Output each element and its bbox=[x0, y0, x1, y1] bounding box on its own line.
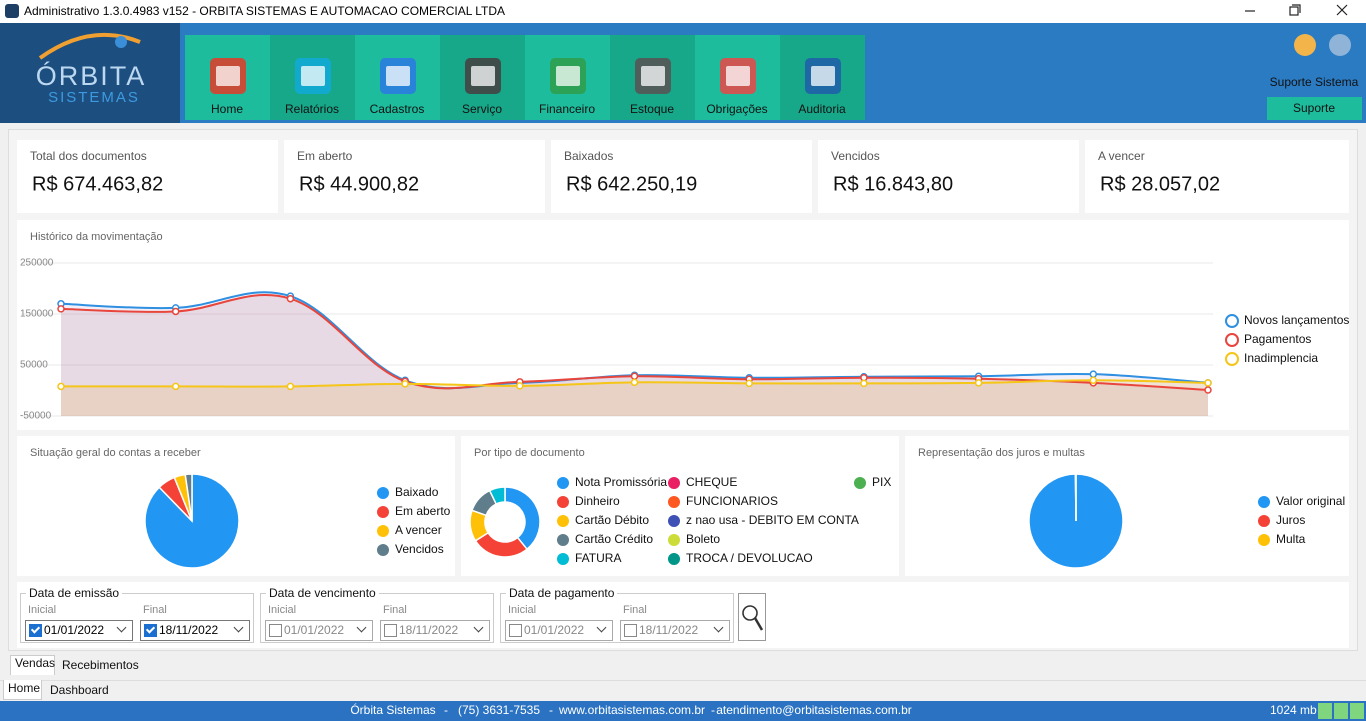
search-button[interactable] bbox=[738, 593, 766, 641]
date-label: Inicial bbox=[508, 604, 537, 616]
date-label: Inicial bbox=[268, 604, 297, 616]
support-button bbox=[1267, 97, 1362, 120]
logo-area bbox=[0, 23, 180, 123]
nav-tile[interactable] bbox=[780, 35, 865, 120]
bottom-tab[interactable] bbox=[3, 680, 42, 700]
checkbox[interactable] bbox=[509, 624, 522, 637]
chart-card bbox=[461, 436, 899, 576]
kpi-card bbox=[551, 140, 812, 213]
date-value: 18/11/2022 bbox=[399, 623, 459, 637]
checkbox[interactable] bbox=[144, 624, 157, 637]
date-combo[interactable] bbox=[620, 620, 730, 641]
kpi-card bbox=[818, 140, 1079, 213]
chart-card bbox=[17, 220, 1349, 430]
filter-title: Data de emissão bbox=[26, 586, 123, 600]
title-bar bbox=[0, 0, 1366, 23]
window-title: Administrativo 1.3.0.4983 v152 - ORBITA … bbox=[24, 4, 506, 18]
filter-group bbox=[20, 593, 254, 643]
date-value: 18/11/2022 bbox=[639, 623, 699, 637]
date-combo[interactable] bbox=[25, 620, 133, 641]
nav-tile[interactable] bbox=[440, 35, 525, 120]
kpi-card bbox=[17, 140, 278, 213]
chart-card bbox=[905, 436, 1349, 576]
date-combo[interactable] bbox=[265, 620, 373, 641]
filter-title: Data de vencimento bbox=[266, 586, 379, 600]
tab[interactable] bbox=[10, 655, 55, 675]
date-label: Final bbox=[383, 604, 407, 616]
date-value: 18/11/2022 bbox=[159, 623, 219, 637]
chart-card bbox=[17, 436, 455, 576]
date-combo[interactable] bbox=[505, 620, 613, 641]
bottom-tab-strip bbox=[0, 680, 1366, 701]
bottom-tab[interactable] bbox=[45, 682, 107, 702]
checkbox[interactable] bbox=[624, 624, 637, 637]
date-combo[interactable] bbox=[140, 620, 250, 641]
status-bar bbox=[0, 701, 1366, 721]
date-label: Final bbox=[143, 604, 167, 616]
checkbox[interactable] bbox=[269, 624, 282, 637]
nav-tile[interactable] bbox=[525, 35, 610, 120]
date-label: Final bbox=[623, 604, 647, 616]
nav-tile[interactable] bbox=[355, 35, 440, 120]
nav-tile[interactable] bbox=[610, 35, 695, 120]
date-value: 01/01/2022 bbox=[524, 623, 585, 637]
kpi-card bbox=[284, 140, 545, 213]
tab[interactable] bbox=[58, 657, 137, 677]
nav-tile[interactable] bbox=[270, 35, 355, 120]
date-label: Inicial bbox=[28, 604, 57, 616]
checkbox[interactable] bbox=[29, 624, 42, 637]
date-value: 01/01/2022 bbox=[44, 623, 105, 637]
date-value: 01/01/2022 bbox=[284, 623, 345, 637]
nav-tile[interactable] bbox=[695, 35, 780, 120]
nav-tile[interactable] bbox=[185, 35, 270, 120]
date-combo[interactable] bbox=[380, 620, 490, 641]
kpi-card bbox=[1085, 140, 1349, 213]
filter-title: Data de pagamento bbox=[506, 586, 618, 600]
checkbox[interactable] bbox=[384, 624, 397, 637]
